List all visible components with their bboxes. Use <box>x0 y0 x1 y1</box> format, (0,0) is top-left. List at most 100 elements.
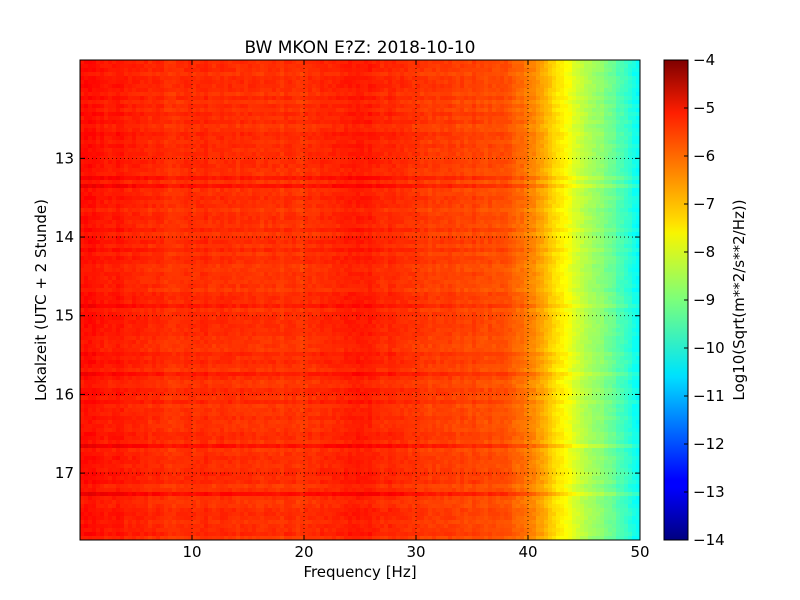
heatmap-cell <box>120 148 125 153</box>
heatmap-cell <box>296 72 301 77</box>
heatmap-cell <box>440 192 445 197</box>
heatmap-cell <box>216 112 221 117</box>
heatmap-cell <box>392 168 397 173</box>
heatmap-cell <box>316 100 321 105</box>
heatmap-cell <box>512 88 517 93</box>
heatmap-cell <box>428 120 433 125</box>
heatmap-cell <box>508 156 513 161</box>
heatmap-cell <box>168 148 173 153</box>
heatmap-cell <box>100 156 105 161</box>
heatmap-cell <box>616 156 621 161</box>
heatmap-cell <box>212 196 217 201</box>
heatmap-cell <box>228 104 233 109</box>
heatmap-cell <box>580 72 585 77</box>
heatmap-cell <box>188 176 193 181</box>
heatmap-cell <box>192 64 197 69</box>
heatmap-cell <box>180 120 185 125</box>
heatmap-cell <box>452 108 457 113</box>
heatmap-cell <box>188 104 193 109</box>
heatmap-cell <box>540 144 545 149</box>
heatmap-cell <box>288 128 293 133</box>
heatmap-cell <box>328 100 333 105</box>
heatmap-cell <box>504 100 509 105</box>
heatmap-cell <box>452 72 457 77</box>
heatmap-cell <box>484 64 489 69</box>
heatmap-cell <box>112 100 117 105</box>
heatmap-cell <box>556 140 561 145</box>
heatmap-cell <box>472 112 477 117</box>
heatmap-cell <box>268 76 273 81</box>
heatmap-cell <box>316 64 321 69</box>
heatmap-cell <box>336 60 341 65</box>
heatmap-cell <box>232 156 237 161</box>
heatmap-cell <box>376 80 381 85</box>
heatmap-cell <box>120 108 125 113</box>
heatmap-cell <box>636 188 640 193</box>
heatmap-cell <box>396 60 401 65</box>
heatmap-cell <box>612 192 617 197</box>
heatmap-cell <box>252 68 257 73</box>
heatmap-cell <box>196 140 201 145</box>
heatmap-cell <box>268 116 273 121</box>
heatmap-cell <box>612 84 617 89</box>
heatmap-cell <box>304 136 309 141</box>
heatmap-cell <box>136 120 141 125</box>
heatmap-cell <box>268 140 273 145</box>
heatmap-cell <box>596 120 601 125</box>
heatmap-cell <box>628 132 633 137</box>
heatmap-cell <box>528 144 533 149</box>
heatmap-cell <box>316 108 321 113</box>
heatmap-cell <box>496 60 501 65</box>
heatmap-cell <box>448 68 453 73</box>
heatmap-cell <box>492 84 497 89</box>
heatmap-cell <box>232 200 237 205</box>
heatmap-cell <box>260 96 265 101</box>
heatmap-cell <box>628 160 633 165</box>
heatmap-cell <box>564 132 569 137</box>
heatmap-cell <box>292 200 297 205</box>
heatmap-cell <box>388 100 393 105</box>
heatmap-cell <box>232 96 237 101</box>
heatmap-cell <box>280 196 285 201</box>
heatmap-cell <box>88 104 93 109</box>
heatmap-cell <box>588 100 593 105</box>
heatmap-cell <box>148 120 153 125</box>
heatmap-cell <box>184 80 189 85</box>
heatmap-cell <box>372 72 377 77</box>
heatmap-cell <box>388 64 393 69</box>
heatmap-cell <box>312 72 317 77</box>
heatmap-cell <box>360 128 365 133</box>
heatmap-cell <box>552 100 557 105</box>
heatmap-cell <box>360 136 365 141</box>
heatmap-cell <box>604 72 609 77</box>
heatmap-cell <box>392 76 397 81</box>
heatmap-cell <box>192 136 197 141</box>
heatmap-cell <box>352 196 357 201</box>
heatmap-cell <box>292 132 297 137</box>
heatmap-cell <box>528 176 533 181</box>
heatmap-cell <box>512 180 517 185</box>
heatmap-cell <box>576 120 581 125</box>
heatmap-cell <box>520 128 525 133</box>
heatmap-cell <box>308 84 313 89</box>
heatmap-cell <box>456 104 461 109</box>
heatmap-cell <box>328 172 333 177</box>
heatmap-cell <box>440 92 445 97</box>
heatmap-cell <box>240 180 245 185</box>
heatmap-cell <box>312 160 317 165</box>
heatmap-cell <box>264 100 269 105</box>
heatmap-cell <box>380 148 385 153</box>
heatmap-cell <box>328 124 333 129</box>
heatmap-cell <box>108 76 113 81</box>
heatmap-cell <box>460 144 465 149</box>
heatmap-cell <box>592 196 597 201</box>
heatmap-cell <box>212 116 217 121</box>
heatmap-cell <box>240 80 245 85</box>
heatmap-cell <box>120 80 125 85</box>
heatmap-cell <box>256 60 261 65</box>
heatmap-cell <box>244 156 249 161</box>
heatmap-cell <box>604 172 609 177</box>
heatmap-cell <box>116 112 121 117</box>
heatmap-cell <box>364 192 369 197</box>
heatmap-cell <box>372 196 377 201</box>
